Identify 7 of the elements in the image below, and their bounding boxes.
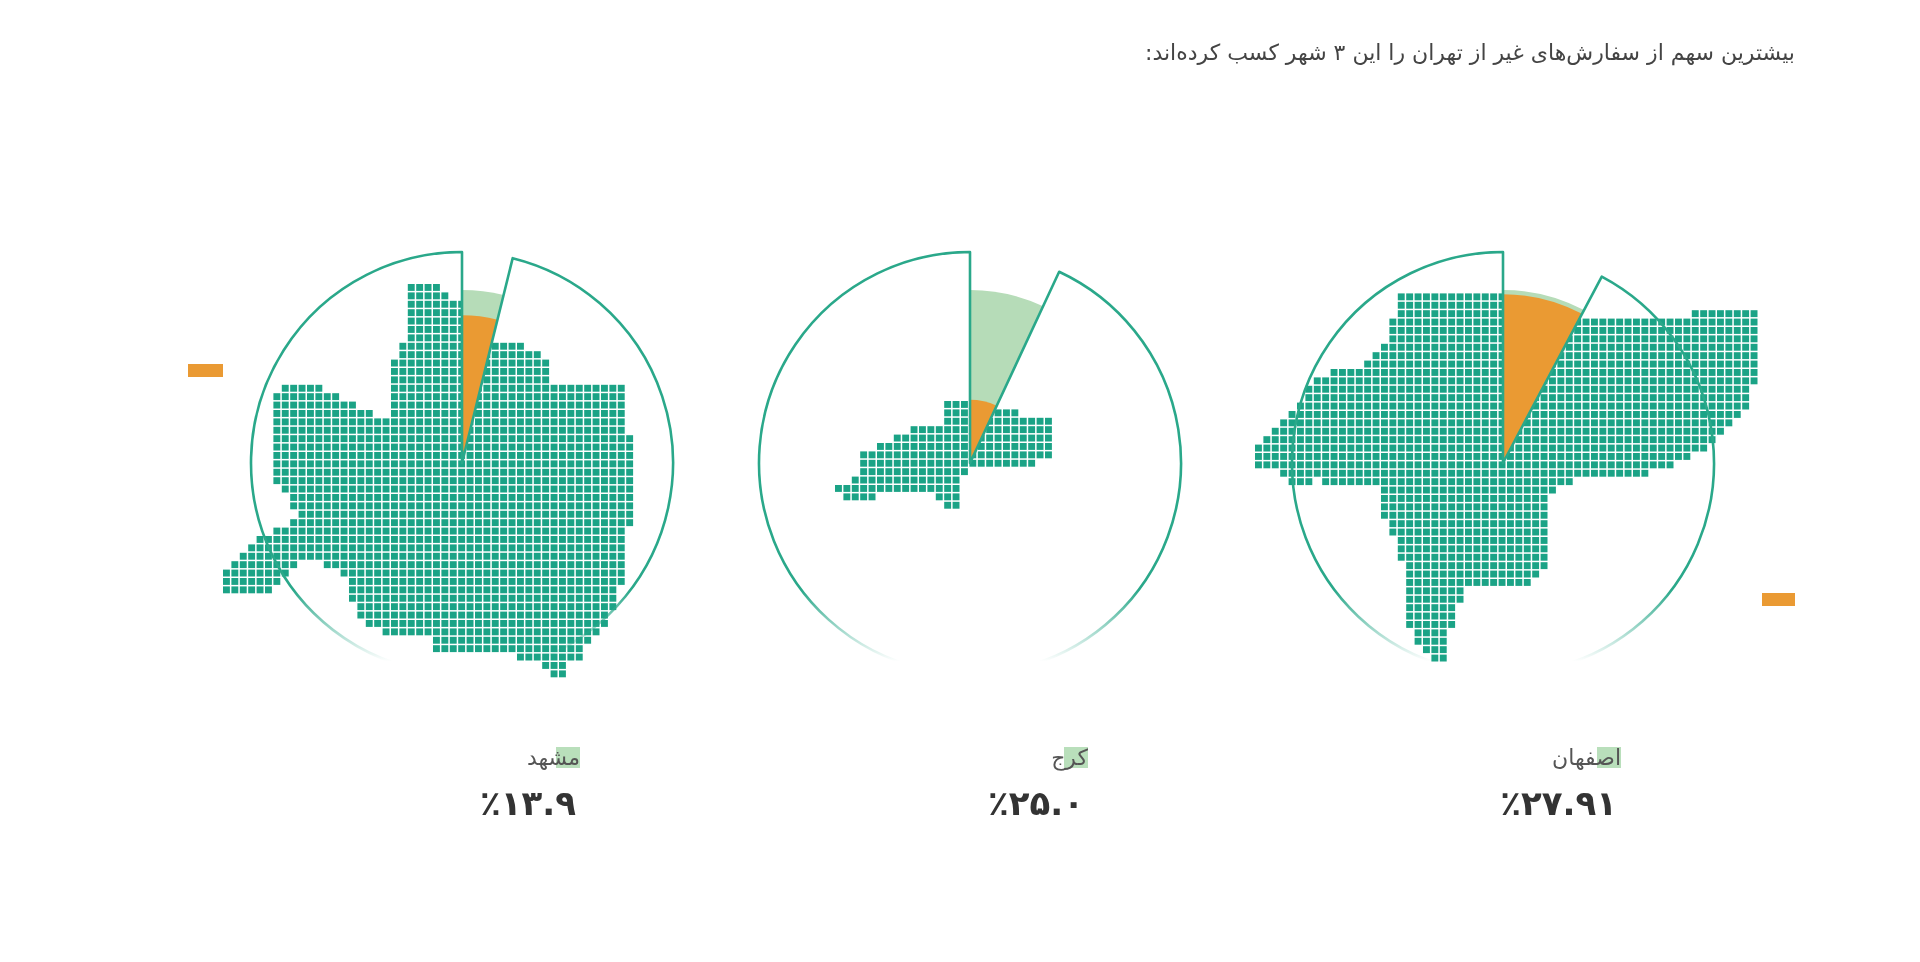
- data-label: ٪۱۳.۹: [480, 783, 577, 823]
- category-label: اصفهان: [1552, 745, 1621, 770]
- text: بیشترین سهم از سفارش‌های غیر از تهران را این ۳ شهر کسب کرده‌اند:: [1145, 40, 1795, 66]
- data-label: ٪۲۵.۰: [988, 783, 1084, 823]
- data-label: ٪۲۷.۹۱: [1500, 783, 1617, 823]
- category-label: مشهد: [526, 745, 580, 770]
- category-label: کرج: [1051, 745, 1089, 771]
